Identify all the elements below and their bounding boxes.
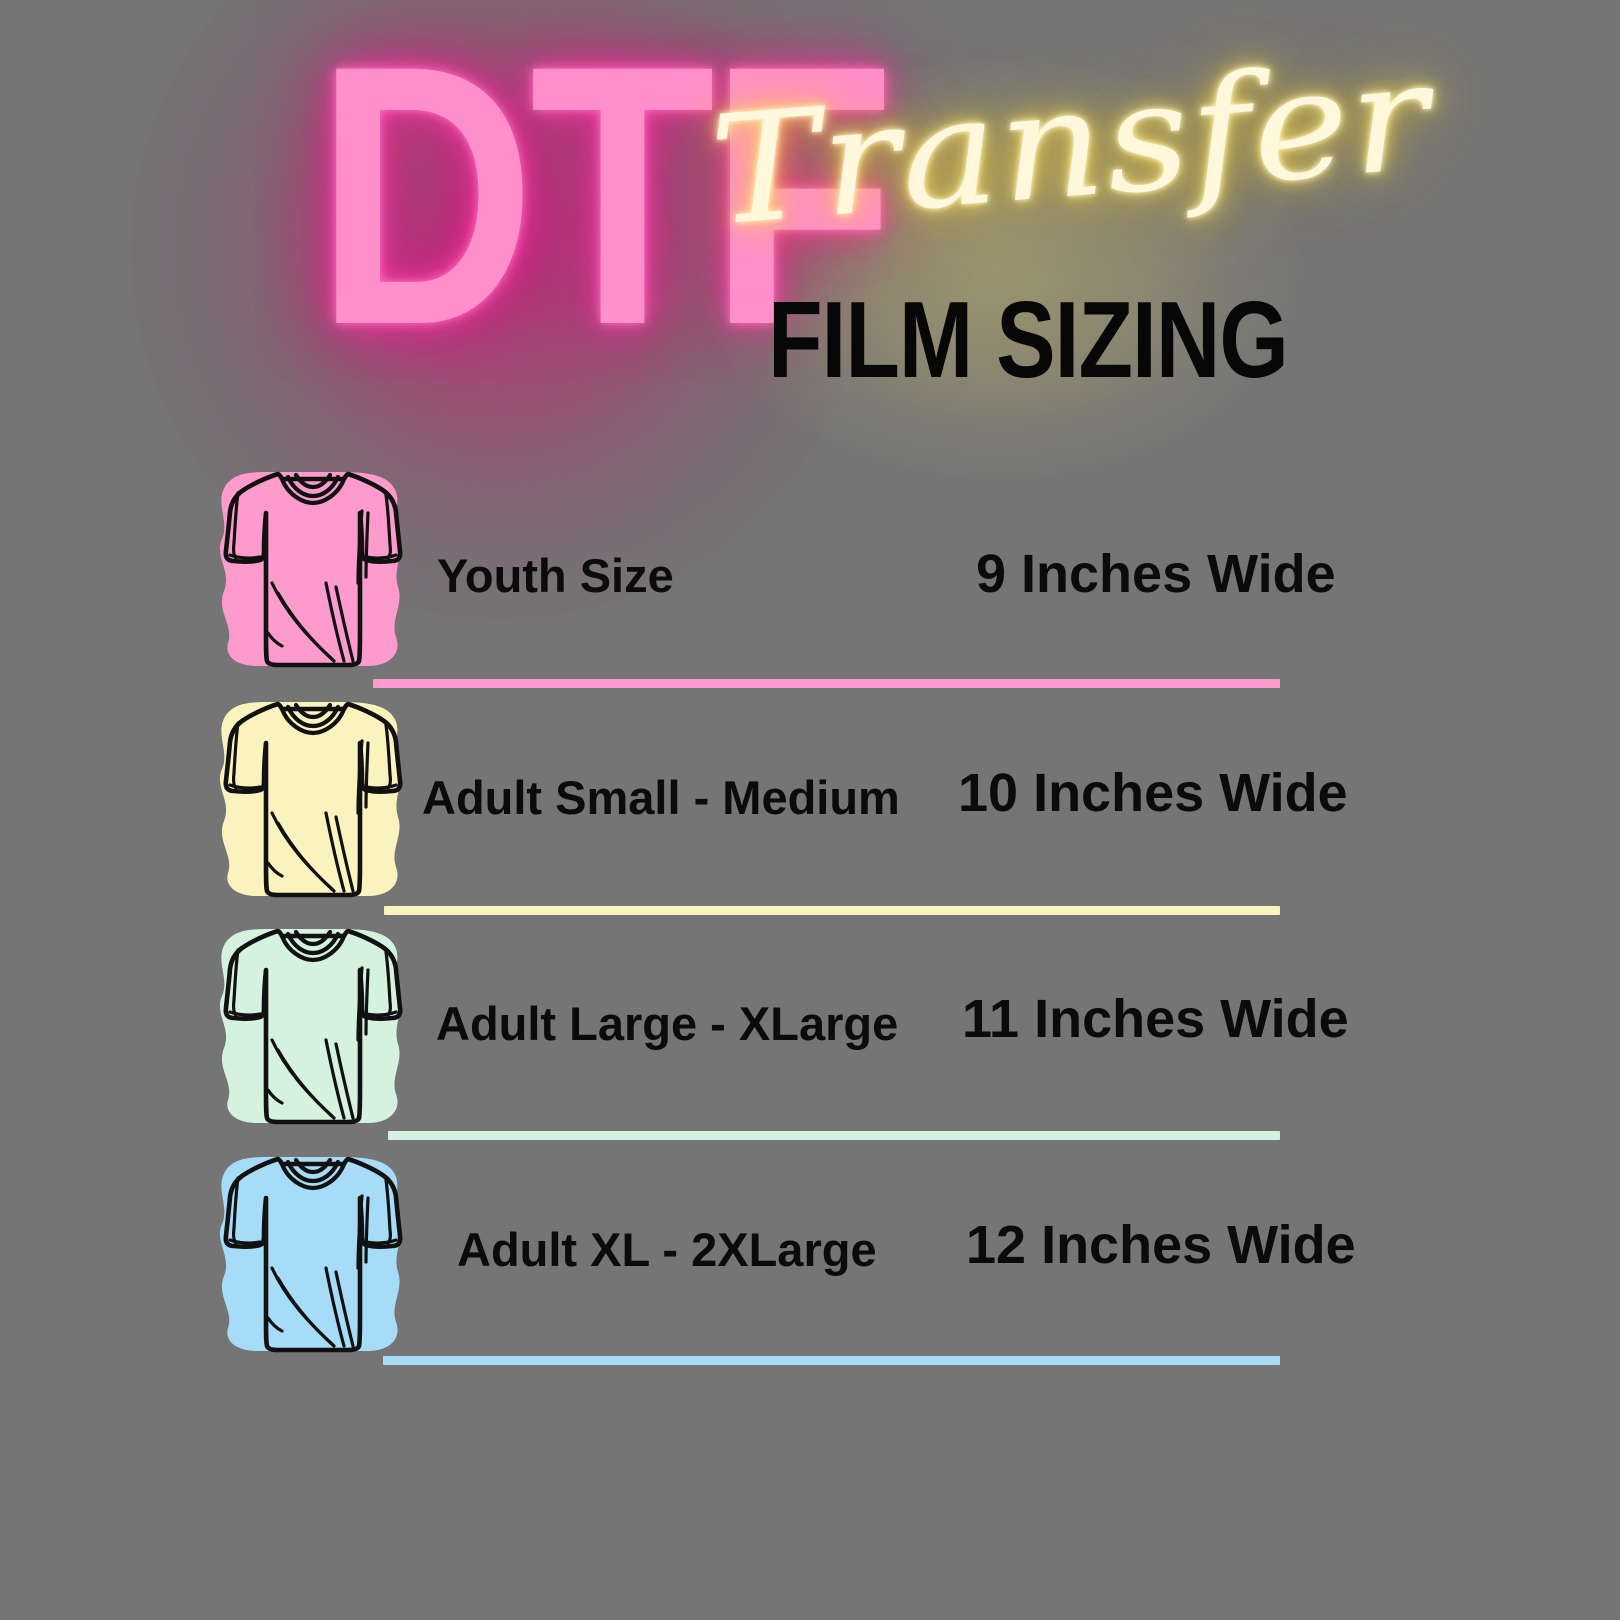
tshirt-graphic — [208, 920, 418, 1125]
size-row[interactable]: Adult Large - XLarge 11 Inches Wide — [0, 920, 1620, 1150]
size-row[interactable]: Adult XL - 2XLarge 12 Inches Wide — [0, 1148, 1620, 1378]
size-row-divider — [373, 679, 1280, 688]
tshirt-icon — [219, 1156, 403, 1353]
tshirt-icon — [219, 471, 403, 668]
size-row-label: Adult Small - Medium — [422, 771, 900, 824]
size-row[interactable]: Youth Size 9 Inches Wide — [0, 463, 1620, 693]
size-row[interactable]: Adult Small - Medium 10 Inches Wide — [0, 693, 1620, 923]
size-row-label: Adult Large - XLarge — [436, 997, 899, 1050]
size-row-width: 9 Inches Wide — [976, 544, 1336, 604]
size-row-label: Youth Size — [437, 549, 674, 602]
size-row-label: Adult XL - 2XLarge — [457, 1223, 877, 1276]
brand-title: DTF — [316, 0, 895, 402]
tshirt-icon — [219, 701, 403, 898]
size-row-divider — [388, 1131, 1280, 1140]
tshirt-graphic — [208, 693, 418, 898]
page-subtitle: FILM SIZING — [768, 280, 1289, 401]
size-row-divider — [384, 906, 1280, 915]
tshirt-icon — [219, 928, 403, 1125]
header: DTF Transfer FILM SIZING — [0, 0, 1620, 440]
size-row-width: 12 Inches Wide — [966, 1215, 1356, 1275]
tshirt-graphic — [208, 463, 418, 668]
tshirt-graphic — [208, 1148, 418, 1353]
size-row-width: 11 Inches Wide — [962, 989, 1349, 1049]
size-row-divider — [383, 1356, 1280, 1365]
size-row-width: 10 Inches Wide — [958, 763, 1348, 823]
